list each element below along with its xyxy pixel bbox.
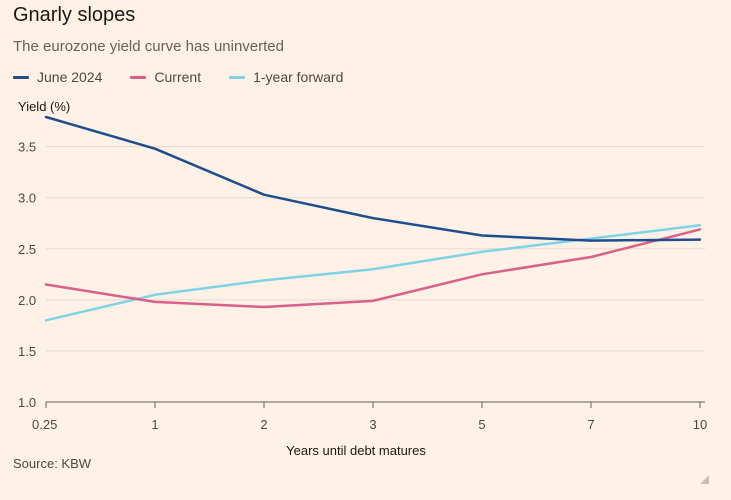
x-tick-label: 0.25 bbox=[32, 417, 57, 432]
series-lines bbox=[44, 115, 702, 322]
legend-item-1-year-forward: 1-year forward bbox=[229, 69, 343, 85]
y-tick-label: 1.5 bbox=[18, 344, 36, 359]
y-tick-label: 1.0 bbox=[18, 395, 36, 410]
gridlines bbox=[46, 146, 705, 403]
x-tick-label: 7 bbox=[587, 417, 594, 432]
y-axis-label: Yield (%) bbox=[18, 99, 70, 114]
legend-item-current: Current bbox=[130, 69, 201, 85]
legend-item-june-2024: June 2024 bbox=[13, 69, 102, 85]
chart-title: Gnarly slopes bbox=[13, 4, 136, 26]
x-tick-label: 2 bbox=[260, 417, 267, 432]
series-line-1-year-forward bbox=[44, 224, 702, 322]
legend-label-june-2024: June 2024 bbox=[37, 69, 103, 85]
legend-label-1-year-forward: 1-year forward bbox=[253, 69, 344, 85]
x-tick-label: 10 bbox=[693, 417, 707, 432]
x-tick-labels: 0.25 1 2 3 5 7 10 bbox=[32, 402, 707, 432]
resize-corner-icon bbox=[700, 475, 709, 484]
chart-subtitle: The eurozone yield curve has uninverted bbox=[13, 38, 284, 55]
legend-swatch-1-year-forward bbox=[229, 75, 246, 79]
x-tick-label: 1 bbox=[151, 417, 158, 432]
y-tick-label: 2.5 bbox=[18, 242, 36, 257]
legend: June 2024 Current 1-year forward bbox=[13, 69, 371, 85]
legend-swatch-june-2024 bbox=[13, 75, 29, 79]
y-tick-labels: 1.0 1.5 2.0 2.5 3.0 3.5 bbox=[18, 140, 36, 410]
legend-swatch-current bbox=[130, 75, 147, 79]
y-tick-label: 3.0 bbox=[18, 191, 36, 206]
y-tick-label: 3.5 bbox=[18, 140, 36, 155]
x-tick-label: 3 bbox=[369, 417, 376, 432]
source-note: Source: KBW bbox=[13, 456, 92, 471]
y-tick-label: 2.0 bbox=[18, 293, 36, 308]
series-line-current bbox=[44, 228, 702, 309]
legend-label-current: Current bbox=[154, 69, 202, 85]
series-line-june-2024 bbox=[44, 115, 702, 242]
x-tick-label: 5 bbox=[478, 417, 485, 432]
x-axis-label: Years until debt matures bbox=[286, 443, 426, 458]
